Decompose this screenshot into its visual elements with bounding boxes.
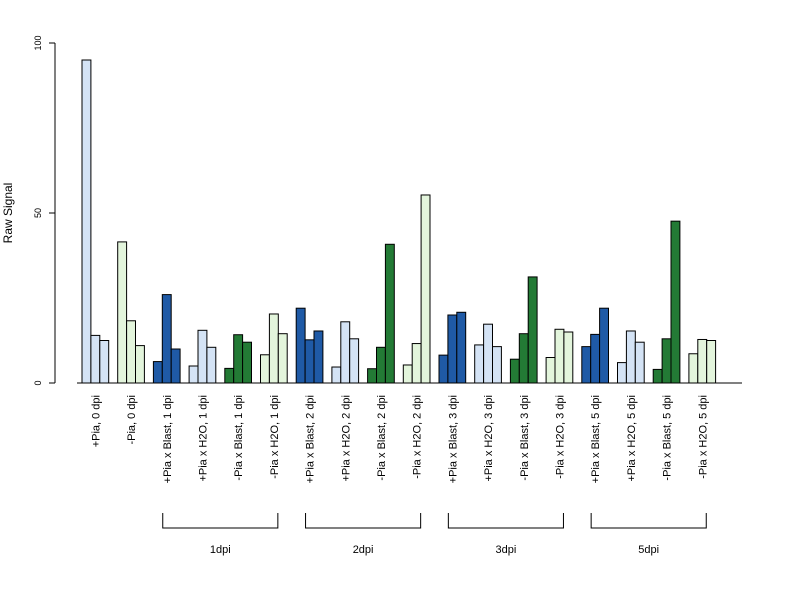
bar (563, 331, 574, 384)
bar (117, 241, 128, 384)
group-label: 3dpi (496, 544, 517, 556)
category-label: -Pia x Blast, 1 dpi (233, 395, 245, 481)
category-label: -Pia x Blast, 5 dpi (662, 395, 674, 481)
bar (206, 346, 217, 384)
group-bracket (162, 513, 279, 529)
category-label: -Pia x Blast, 3 dpi (519, 395, 531, 481)
bar (706, 340, 717, 384)
category-label: -Pia, 0 dpi (126, 395, 138, 445)
category-label: -Pia x Blast, 2 dpi (376, 395, 388, 481)
y-axis-title: Raw Signal (1, 183, 15, 244)
bar (492, 346, 502, 384)
bar (161, 294, 172, 384)
bar (295, 307, 306, 384)
bar (545, 357, 556, 384)
bar (670, 220, 681, 384)
y-tick-label: 100 (33, 35, 43, 50)
bar (599, 307, 609, 384)
bar (197, 329, 208, 384)
bar (90, 334, 101, 384)
bar (242, 341, 253, 384)
category-label: -Pia x H2O, 2 dpi (412, 395, 424, 479)
bar (402, 364, 413, 384)
bar (697, 338, 708, 384)
bar (152, 361, 163, 384)
bar (384, 243, 395, 384)
bar (340, 321, 351, 384)
bar (518, 333, 529, 384)
category-label: +Pia x Blast, 2 dpi (305, 395, 317, 483)
bar (581, 346, 592, 384)
bar (376, 346, 386, 384)
group-label: 5dpi (638, 544, 659, 556)
bar (268, 313, 279, 384)
category-label: +Pia x H2O, 1 dpi (197, 395, 209, 482)
bar (483, 323, 494, 384)
category-labels: +Pia, 0 dpi -Pia, 0 dpi +Pia x Blast, 1 dp… (90, 395, 709, 483)
group-brackets: 1dpi 2dpi 3dpi 5dpi (162, 513, 707, 556)
category-label: +Pia, 0 dpi (90, 395, 102, 447)
bar (554, 328, 565, 384)
bar (188, 365, 199, 384)
y-tick-label: 0 (33, 380, 43, 385)
category-label: -Pia x H2O, 3 dpi (554, 395, 566, 479)
bar (135, 345, 145, 384)
bar (224, 367, 235, 384)
bar (590, 333, 601, 384)
bar (411, 343, 422, 384)
category-label: +Pia x H2O, 5 dpi (626, 395, 638, 482)
group-label: 2dpi (353, 544, 374, 556)
bar (304, 339, 315, 384)
bar (625, 330, 636, 384)
bar (688, 353, 699, 384)
bar (527, 276, 538, 384)
category-label: -Pia x H2O, 1 dpi (269, 395, 281, 479)
bar (447, 314, 458, 384)
bar (313, 330, 324, 384)
bar (126, 320, 136, 384)
category-label: +Pia x H2O, 3 dpi (483, 395, 495, 482)
group-label: 1dpi (210, 544, 231, 556)
bar (349, 338, 360, 384)
bar (420, 194, 431, 384)
group-bracket (447, 513, 564, 529)
group-bracket (305, 513, 422, 529)
category-label: +Pia x Blast, 3 dpi (447, 395, 459, 483)
bar (456, 311, 467, 384)
category-label: +Pia x H2O, 2 dpi (340, 395, 352, 482)
bar (367, 368, 378, 384)
category-label: +Pia x Blast, 1 dpi (162, 395, 174, 483)
bar (99, 340, 110, 384)
bars (81, 59, 717, 384)
bar (661, 338, 672, 384)
bar (233, 334, 244, 384)
category-label: -Pia x H2O, 5 dpi (697, 395, 709, 479)
bar (260, 354, 270, 384)
bar (509, 358, 520, 384)
category-label: +Pia x Blast, 5 dpi (590, 395, 602, 483)
bar (474, 344, 485, 384)
y-tick-label: 50 (33, 208, 43, 218)
y-axis: 0 50 100 (33, 35, 56, 386)
bar (634, 341, 645, 384)
bar (277, 333, 288, 384)
bar (438, 354, 449, 384)
bar (331, 366, 342, 384)
bar (81, 59, 92, 384)
group-bracket (590, 513, 707, 529)
bar (652, 368, 663, 384)
bar (170, 348, 181, 384)
bar (617, 362, 627, 384)
